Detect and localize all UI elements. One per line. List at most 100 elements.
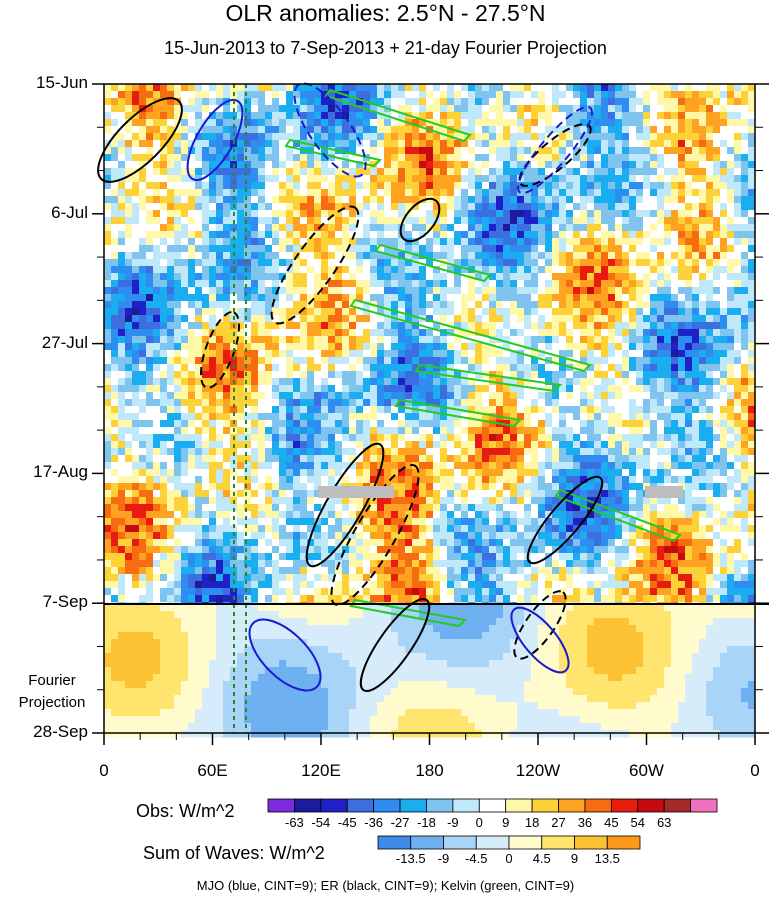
obs-cell	[328, 259, 336, 267]
obs-cell	[188, 441, 196, 449]
obs-cell	[335, 343, 343, 351]
obs-cell	[293, 357, 301, 365]
obs-cell	[559, 238, 567, 246]
obs-cell	[643, 336, 651, 344]
obs-cell	[209, 308, 217, 316]
obs-cell	[244, 105, 252, 113]
obs-cell	[384, 385, 392, 393]
obs-cell	[706, 420, 714, 428]
obs-cell	[321, 231, 329, 239]
obs-cell	[321, 392, 329, 400]
obs-cell	[286, 196, 294, 204]
obs-cell	[104, 259, 112, 267]
obs-cell	[468, 182, 476, 190]
obs-cell	[503, 189, 511, 197]
obs-cell	[321, 84, 329, 92]
obs-cell	[125, 161, 133, 169]
obs-cell	[384, 455, 392, 463]
obs-cell	[496, 126, 504, 134]
obs-cell	[692, 371, 700, 379]
obs-cell	[300, 378, 308, 386]
obs-cell	[545, 455, 553, 463]
obs-cell	[181, 441, 189, 449]
obs-cell	[132, 210, 140, 218]
obs-cell	[454, 168, 462, 176]
obs-cell	[293, 399, 301, 407]
obs-cell	[524, 266, 532, 274]
obs-cell	[419, 273, 427, 281]
obs-cell	[475, 357, 483, 365]
obs-cell	[195, 392, 203, 400]
obs-cell	[447, 175, 455, 183]
obs-cell	[412, 280, 420, 288]
obs-cell	[748, 413, 756, 421]
obs-cell	[223, 140, 231, 148]
obs-cell	[377, 168, 385, 176]
obs-cell	[265, 140, 273, 148]
obs-cell	[622, 322, 630, 330]
obs-cell	[167, 308, 175, 316]
obs-cell	[573, 427, 581, 435]
obs-cell	[489, 147, 497, 155]
obs-cell	[573, 161, 581, 169]
obs-cell	[517, 91, 525, 99]
obs-cell	[692, 294, 700, 302]
obs-cell	[573, 133, 581, 141]
obs-cell	[223, 455, 231, 463]
obs-cell	[181, 364, 189, 372]
obs-cell	[461, 427, 469, 435]
obs-cell	[370, 245, 378, 253]
obs-cell	[706, 119, 714, 127]
obs-cell	[223, 126, 231, 134]
obs-cell	[251, 203, 259, 211]
obs-cell	[727, 154, 735, 162]
obs-cell	[545, 406, 553, 414]
obs-cell	[104, 126, 112, 134]
obs-cell	[265, 105, 273, 113]
obs-cell	[314, 455, 322, 463]
obs-cell	[468, 343, 476, 351]
obs-cell	[433, 357, 441, 365]
obs-cell	[349, 84, 357, 92]
obs-cell	[349, 91, 357, 99]
obs-cell	[461, 189, 469, 197]
obs-cell	[559, 392, 567, 400]
obs-cell	[636, 378, 644, 386]
obs-cell	[209, 91, 217, 99]
obs-cell	[398, 84, 406, 92]
obs-cell	[223, 196, 231, 204]
obs-cell	[202, 245, 210, 253]
obs-cell	[384, 154, 392, 162]
obs-cell	[454, 182, 462, 190]
obs-cell	[447, 378, 455, 386]
obs-cell	[601, 119, 609, 127]
obs-cell	[314, 119, 322, 127]
obs-cell	[552, 329, 560, 337]
obs-cell	[391, 210, 399, 218]
obs-cell	[440, 252, 448, 260]
obs-cell	[251, 161, 259, 169]
obs-cell	[363, 329, 371, 337]
obs-cell	[678, 378, 686, 386]
obs-cell	[454, 133, 462, 141]
obs-cell	[174, 294, 182, 302]
obs-cell	[104, 287, 112, 295]
obs-cell	[279, 231, 287, 239]
obs-cell	[384, 196, 392, 204]
obs-cell	[454, 308, 462, 316]
obs-cell	[482, 161, 490, 169]
obs-cell	[286, 427, 294, 435]
obs-cell	[699, 245, 707, 253]
obs-cell	[279, 385, 287, 393]
obs-cell	[118, 210, 126, 218]
obs-cell	[643, 126, 651, 134]
obs-cell	[594, 350, 602, 358]
obs-cell	[496, 252, 504, 260]
obs-cell	[146, 182, 154, 190]
obs-cell	[643, 329, 651, 337]
obs-cell	[615, 273, 623, 281]
obs-cell	[447, 448, 455, 456]
obs-cell	[160, 147, 168, 155]
obs-cell	[384, 238, 392, 246]
obs-cell	[209, 315, 217, 323]
